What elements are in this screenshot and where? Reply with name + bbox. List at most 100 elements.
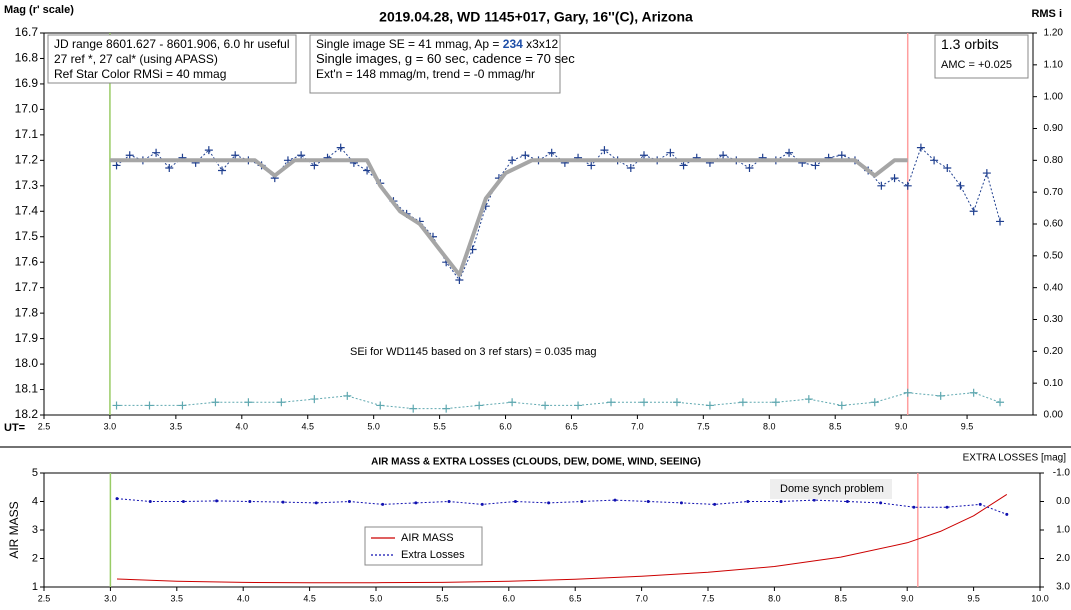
y2-tick-label: 0.40 (1044, 282, 1064, 293)
point (475, 401, 484, 410)
y2-tick-label: -1.0 (1053, 468, 1071, 479)
point (455, 276, 464, 285)
x-tick-label: 5.5 (436, 593, 449, 603)
series-line (116, 493, 1008, 584)
info-text-part: Single image SE = 41 mmag, Ap = (316, 37, 503, 51)
y-tick-label: 17.2 (15, 153, 39, 167)
y-tick-label: 16.7 (15, 25, 39, 39)
y-tick-label: 17.7 (15, 280, 39, 294)
point (381, 502, 385, 506)
x-tick-label: 6.5 (565, 421, 578, 431)
point (343, 391, 352, 400)
y2-tick-label: 0.70 (1044, 187, 1064, 198)
y-tick-label: 17.1 (15, 127, 39, 141)
x-tick-label: 5.0 (367, 421, 380, 431)
x-tick-label: 10.0 (1031, 593, 1049, 603)
point (969, 388, 978, 397)
y-tick-label: 17.8 (15, 305, 39, 319)
y2-tick-label: 2.0 (1056, 553, 1070, 564)
point (513, 500, 517, 503)
point (409, 404, 418, 413)
point (837, 151, 846, 160)
point (336, 143, 345, 152)
point (521, 151, 530, 160)
point (956, 181, 965, 190)
point (705, 401, 714, 410)
point (785, 148, 794, 157)
info-text: Ext'n = 148 mmag/m, trend = -0 mmag/hr (316, 67, 535, 81)
point (713, 502, 717, 506)
y2-tick-label: 0.0 (1056, 496, 1070, 507)
y2-tick-label: 1.0 (1056, 525, 1070, 536)
info-text: AMC = +0.025 (941, 59, 1012, 71)
point (547, 148, 556, 157)
legend-box (364, 526, 483, 566)
point (277, 398, 286, 407)
x-tick-label: 7.5 (702, 593, 715, 603)
legend-label: AIR MASS (401, 532, 454, 544)
point (211, 398, 220, 407)
info-box (934, 34, 1029, 79)
point (447, 500, 451, 503)
point (600, 146, 609, 155)
point (811, 161, 820, 170)
x-tick-label: 3.0 (104, 421, 117, 431)
point (978, 502, 982, 506)
point (547, 501, 551, 505)
x-tick-label: 5.5 (433, 421, 446, 431)
y2-tick-label: 3.0 (1056, 582, 1070, 593)
y2-tick-label: 0.10 (1044, 378, 1064, 389)
x-tick-label: 9.5 (961, 421, 974, 431)
y-tick-label: 16.8 (15, 51, 39, 65)
annotation-box (770, 479, 892, 499)
point (639, 151, 648, 160)
y-axis-label: Mag (r' scale) (4, 4, 74, 16)
point (930, 156, 939, 165)
point (771, 398, 780, 407)
point (125, 151, 134, 160)
info-text-part: 27 ref *, 27 cal* (using APASS) (54, 52, 218, 66)
y2-tick-label: 0.50 (1044, 250, 1064, 261)
point (943, 163, 952, 172)
point (508, 398, 517, 407)
point (879, 501, 883, 505)
x-tick-label: 2.5 (38, 421, 51, 431)
info-text: Single image SE = 41 mmag, Ap = 234 x3x1… (316, 37, 558, 51)
point (178, 401, 187, 410)
x-tick-label: 7.0 (635, 593, 648, 603)
y-tick-label: 5 (32, 467, 38, 479)
x-tick-label: 9.0 (901, 593, 914, 603)
y-tick-label: 18.1 (15, 382, 39, 396)
series-line (116, 498, 1007, 515)
point (310, 161, 319, 170)
x-tick-label: 4.0 (237, 593, 250, 603)
y-tick-label: 3 (32, 524, 38, 536)
point (903, 181, 912, 190)
x-tick-label: 9.5 (967, 593, 980, 603)
point (845, 500, 849, 503)
y-tick-label: 16.9 (15, 76, 39, 90)
point (626, 163, 635, 172)
y2-tick-label: 0.90 (1044, 123, 1064, 134)
y2-tick-label: 1.20 (1044, 28, 1064, 39)
point (580, 500, 584, 503)
chart-title: 2019.04.28, WD 1145+017, Gary, 16''(C), … (379, 9, 693, 25)
point (679, 501, 683, 505)
point (541, 401, 550, 410)
y-tick-label: 18.2 (15, 407, 39, 421)
point (936, 391, 945, 400)
point (996, 217, 1005, 226)
point (310, 395, 319, 404)
point (376, 401, 385, 410)
point (982, 169, 991, 178)
y-tick-label: 2 (32, 552, 38, 564)
y2-tick-label: 0.80 (1044, 155, 1064, 166)
point (347, 500, 351, 503)
x-tick-label: 3.0 (104, 593, 117, 603)
info-text-part: JD range 8601.627 - 8601.906, 6.0 hr use… (54, 37, 290, 51)
x-tick-label: 8.0 (763, 421, 776, 431)
y2-tick-label: 0.60 (1044, 219, 1064, 230)
info-text-part: 1.3 orbits (941, 36, 999, 52)
y2-tick-label: 0.00 (1044, 410, 1064, 421)
info-text: 1.3 orbits (941, 36, 999, 52)
